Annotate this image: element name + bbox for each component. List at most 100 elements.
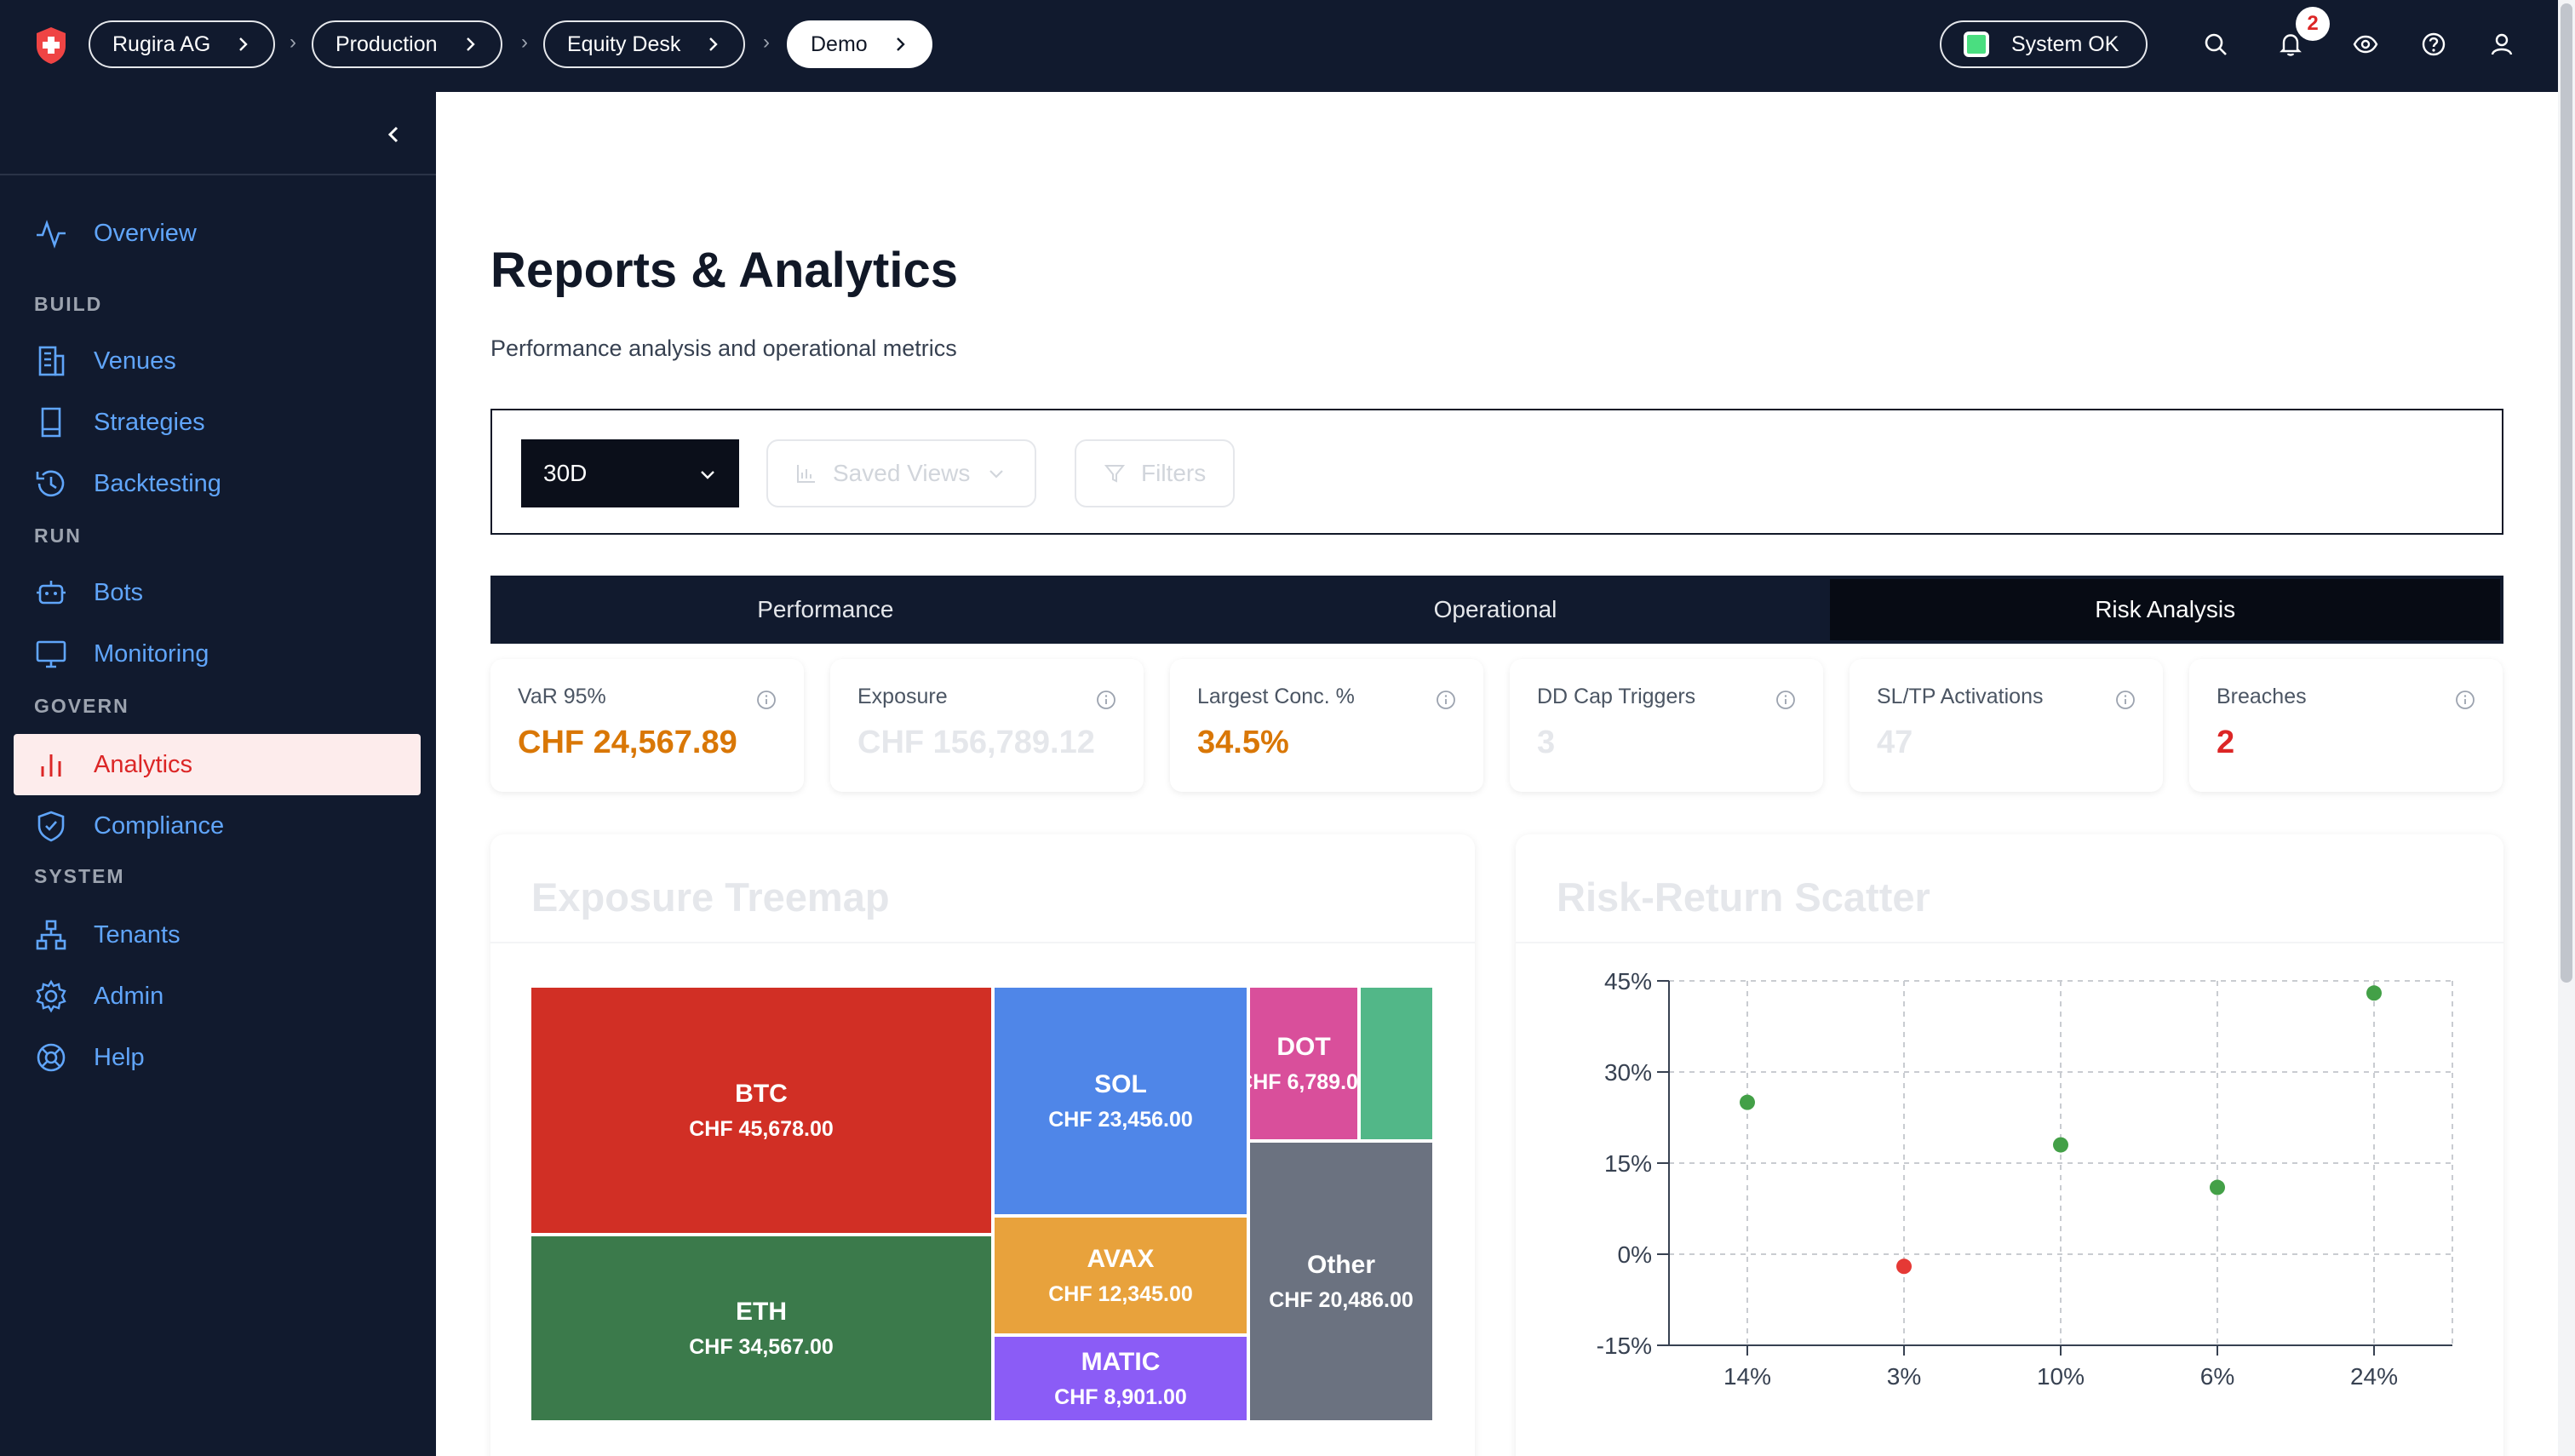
chevron-right-icon bbox=[896, 37, 905, 51]
sidebar-item-overview[interactable]: Overview bbox=[14, 203, 421, 264]
treemap-tile-avax[interactable]: AVAX CHF 12,345.00 bbox=[995, 1218, 1247, 1333]
gear-icon bbox=[36, 979, 66, 1013]
sidebar-section-build: BUILD bbox=[34, 293, 103, 315]
sidebar-item-label: Help bbox=[94, 1043, 145, 1071]
analytics-tabs: Performance Operational Risk Analysis bbox=[490, 576, 2503, 644]
kpi-value: 3 bbox=[1537, 725, 1556, 760]
monitor-icon bbox=[36, 640, 66, 668]
treemap-tile-eth[interactable]: ETH CHF 34,567.00 bbox=[531, 1236, 991, 1420]
sidebar-item-bots[interactable]: Bots bbox=[14, 562, 421, 623]
filters-label: Filters bbox=[1141, 460, 1207, 486]
chevron-down-icon bbox=[701, 471, 714, 479]
notification-badge: 2 bbox=[2296, 7, 2330, 41]
chevron-down-icon bbox=[989, 470, 1004, 479]
scrollbar-thumb[interactable] bbox=[2561, 3, 2572, 983]
sidebar-item-monitoring[interactable]: Monitoring bbox=[14, 623, 421, 685]
kpi-label: Largest Conc. % bbox=[1197, 685, 1355, 708]
saved-views-button[interactable]: Saved Views bbox=[766, 439, 1037, 507]
filters-button[interactable]: Filters bbox=[1075, 439, 1236, 507]
y-tick-label: 45% bbox=[1604, 968, 1652, 995]
tile-name: MATIC bbox=[1081, 1347, 1161, 1376]
x-tick-label: 10% bbox=[2037, 1363, 2085, 1390]
y-tick-label: -15% bbox=[1597, 1333, 1652, 1359]
network-icon bbox=[36, 920, 66, 950]
kpi-value: 47 bbox=[1877, 725, 1913, 760]
x-tick-label: 24% bbox=[2350, 1363, 2398, 1390]
system-status-pill[interactable]: System OK bbox=[1940, 20, 2148, 68]
sidebar-item-strategies[interactable]: Strategies bbox=[14, 392, 421, 453]
kpi-card-breaches: Breaches 2 bbox=[2189, 659, 2503, 792]
breadcrumb-tenant[interactable]: Rugira AG bbox=[89, 20, 276, 68]
tab-operational[interactable]: Operational bbox=[1433, 596, 1557, 622]
scatter-point[interactable] bbox=[1740, 1094, 1755, 1110]
treemap-tile-matic[interactable]: MATIC CHF 8,901.00 bbox=[995, 1337, 1247, 1420]
info-icon[interactable] bbox=[2455, 690, 2475, 710]
info-icon[interactable] bbox=[756, 690, 777, 710]
status-indicator-icon bbox=[1964, 32, 1989, 57]
treemap-tile-dot[interactable]: DOT CHF 6,789.00 bbox=[1250, 988, 1357, 1139]
breadcrumb-environment[interactable]: Production bbox=[312, 20, 502, 68]
user-icon[interactable] bbox=[2485, 27, 2519, 61]
bell-icon[interactable] bbox=[2274, 27, 2308, 61]
treemap-tile-btc[interactable]: BTC CHF 45,678.00 bbox=[531, 988, 991, 1233]
sidebar-item-label: Analytics bbox=[94, 750, 193, 778]
tab-risk-analysis[interactable]: Risk Analysis bbox=[1830, 579, 2501, 640]
treemap-tile-sol[interactable]: SOL CHF 23,456.00 bbox=[995, 988, 1247, 1214]
help-circle-icon[interactable] bbox=[2417, 27, 2451, 61]
document-icon bbox=[41, 407, 61, 438]
tile-value: CHF 12,345.00 bbox=[1048, 1281, 1193, 1306]
sidebar-item-backtesting[interactable]: Backtesting bbox=[14, 453, 421, 514]
sidebar-section-govern: GOVERN bbox=[34, 695, 129, 717]
tile-name: DOT bbox=[1276, 1032, 1331, 1061]
tile-name: ETH bbox=[736, 1297, 787, 1326]
activity-icon bbox=[37, 220, 66, 249]
scatter-point[interactable] bbox=[1896, 1258, 1912, 1275]
info-icon[interactable] bbox=[1436, 690, 1456, 710]
kpi-card-largest-concentration: Largest Conc. % 34.5% bbox=[1170, 659, 1483, 792]
breadcrumb-desk[interactable]: Equity Desk bbox=[543, 20, 746, 68]
page-scrollbar[interactable] bbox=[2558, 0, 2575, 1456]
page-subtitle: Performance analysis and operational met… bbox=[490, 335, 957, 361]
kpi-card-var: VaR 95% CHF 24,567.89 bbox=[490, 659, 804, 792]
chevron-left-icon[interactable] bbox=[381, 123, 405, 146]
info-icon[interactable] bbox=[1775, 690, 1796, 710]
filter-bar: 30D Saved Views Filters bbox=[490, 409, 2503, 535]
brand-logo-icon[interactable] bbox=[34, 26, 68, 65]
date-range-select[interactable]: 30D bbox=[521, 439, 739, 507]
treemap-tile-other[interactable]: Other CHF 20,486.00 bbox=[1250, 1143, 1432, 1420]
kpi-value: 34.5% bbox=[1197, 725, 1289, 760]
sidebar-section-system: SYSTEM bbox=[34, 865, 125, 887]
search-icon[interactable] bbox=[2199, 27, 2233, 61]
tab-performance[interactable]: Performance bbox=[757, 596, 894, 622]
risk-return-scatter-panel: Risk-Return Scatter 45% 30% 15% 0% -15% 14% 3%… bbox=[1516, 834, 2503, 1456]
main-content: Reports & Analytics Performance analysis… bbox=[436, 92, 2558, 1456]
breadcrumb-account[interactable]: Demo bbox=[787, 20, 932, 68]
eye-icon[interactable] bbox=[2348, 27, 2383, 61]
sidebar-item-analytics[interactable]: Analytics bbox=[14, 734, 421, 795]
scatter-point[interactable] bbox=[2053, 1137, 2068, 1153]
info-icon[interactable] bbox=[2115, 690, 2136, 710]
kpi-label: VaR 95% bbox=[518, 685, 606, 708]
kpi-label: DD Cap Triggers bbox=[1537, 685, 1696, 708]
sidebar-item-admin[interactable]: Admin bbox=[14, 966, 421, 1027]
x-tick-label: 14% bbox=[1723, 1363, 1771, 1390]
sidebar-item-label: Overview bbox=[94, 219, 197, 247]
shield-check-icon bbox=[37, 811, 65, 842]
scatter-point[interactable] bbox=[2366, 985, 2382, 1001]
treemap-title: Exposure Treemap bbox=[531, 874, 890, 920]
info-icon[interactable] bbox=[1096, 690, 1116, 710]
sidebar-item-label: Venues bbox=[94, 347, 176, 375]
history-icon bbox=[36, 470, 65, 497]
kpi-label: Breaches bbox=[2217, 685, 2307, 708]
bar-chart-icon bbox=[41, 754, 61, 777]
sidebar-item-label: Compliance bbox=[94, 811, 225, 840]
treemap-tile-unlabeled[interactable] bbox=[1361, 988, 1432, 1139]
breadcrumb-label: Equity Desk bbox=[567, 32, 681, 56]
scatter-point[interactable] bbox=[2210, 1179, 2225, 1195]
exposure-treemap-panel: Exposure Treemap BTC CHF 45,678.00 ETH C… bbox=[490, 834, 1475, 1456]
sidebar-item-tenants[interactable]: Tenants bbox=[14, 904, 421, 966]
top-bar: Rugira AG › Production › Equity Desk › D… bbox=[0, 0, 2575, 92]
sidebar-item-venues[interactable]: Venues bbox=[14, 330, 421, 392]
sidebar-item-compliance[interactable]: Compliance bbox=[14, 795, 421, 857]
sidebar-item-help[interactable]: Help bbox=[14, 1027, 421, 1088]
